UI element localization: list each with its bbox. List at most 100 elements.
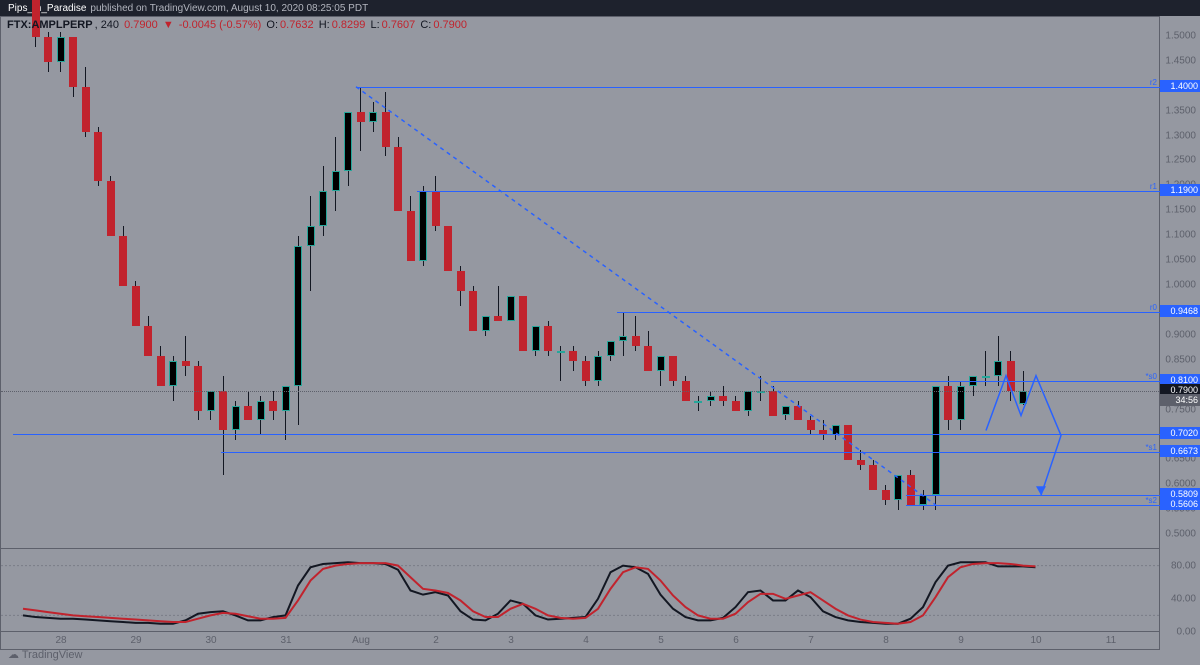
level-tag: r1 [1150, 182, 1157, 191]
indicator-tick: 40.00 [1171, 593, 1196, 604]
candle-body [482, 316, 490, 331]
price-tick: 1.0500 [1165, 255, 1196, 266]
candle-body [532, 326, 540, 351]
candle-body [244, 406, 252, 421]
price-tick: 1.5000 [1165, 30, 1196, 41]
candle-wick [698, 396, 699, 411]
candle-body [707, 396, 715, 401]
candle-body [382, 112, 390, 147]
candle-body [869, 465, 877, 490]
time-tick: 6 [733, 635, 739, 646]
ohlc-h: 0.8299 [332, 19, 366, 31]
price-level-line[interactable]: *s2 [906, 505, 1161, 506]
price-level-line[interactable]: *s1 [221, 452, 1161, 453]
down-arrow-icon: ▼ [163, 19, 174, 31]
candle-body [582, 361, 590, 381]
candle-body [844, 425, 852, 460]
candle-body [407, 211, 415, 261]
indicator-tick: 0.00 [1177, 627, 1196, 638]
candle-body [632, 336, 640, 346]
time-tick: Aug [352, 635, 370, 646]
candle-body [882, 490, 890, 500]
time-tick: 8 [883, 635, 889, 646]
main-chart[interactable]: FTX:AMPLPERP, 240 0.7900 ▼ -0.0045 (-0.5… [0, 16, 1160, 549]
candle-body [144, 326, 152, 356]
time-tick: 10 [1030, 635, 1041, 646]
candle-body [719, 396, 727, 401]
candle-body [432, 191, 440, 226]
price-tick: 0.7500 [1165, 404, 1196, 415]
time-tick: 7 [808, 635, 814, 646]
time-tick: 9 [958, 635, 964, 646]
price-level-line[interactable]: r0 [617, 312, 1161, 313]
time-tick: 5 [658, 635, 664, 646]
symbol-change: -0.0045 (-0.57%) [179, 19, 262, 31]
level-tag: *s2 [1145, 496, 1157, 505]
candle-body [994, 361, 1002, 376]
candle-body [269, 401, 277, 411]
ohlc-l-label: L: [370, 19, 379, 31]
candle-body [232, 406, 240, 431]
price-level-line[interactable]: r2 [356, 87, 1161, 88]
countdown-label: 34:56 [1160, 394, 1200, 406]
candle-body [494, 316, 502, 321]
price-level-label: 1.4000 [1160, 80, 1200, 92]
candle-body [794, 406, 802, 421]
publish-details: published on TradingView.com, August 10,… [90, 3, 368, 14]
indicator-axis: 0.0040.0080.00 [1160, 549, 1200, 632]
candle-body [169, 361, 177, 386]
candle-body [69, 37, 77, 87]
symbol-full: FTX:AMPLPERP [7, 19, 93, 31]
candle-body [294, 246, 302, 385]
indicator-panel[interactable] [0, 549, 1160, 632]
price-level-label: 0.6673 [1160, 445, 1200, 457]
chart-container: FTX:AMPLPERP, 240 0.7900 ▼ -0.0045 (-0.5… [0, 16, 1200, 665]
candle-body [1019, 391, 1027, 404]
candle-body [257, 401, 265, 421]
candle-body [194, 366, 202, 411]
candle-body [807, 420, 815, 430]
candle-body [569, 351, 577, 361]
price-tick: 0.8500 [1165, 354, 1196, 365]
price-tick: 1.0000 [1165, 279, 1196, 290]
candle-body [507, 296, 515, 321]
time-tick: 3 [508, 635, 514, 646]
candle-body [694, 401, 702, 403]
author-name: Pips_In_Paradise [8, 3, 86, 14]
candle-body [419, 191, 427, 261]
price-level-label: 0.7020 [1160, 427, 1200, 439]
ohlc-l: 0.7607 [382, 19, 416, 31]
candle-body [44, 37, 52, 62]
cloud-icon: ☁ [8, 649, 19, 661]
indicator-plot [1, 549, 1161, 632]
candle-body [307, 226, 315, 246]
price-tick: 1.2500 [1165, 155, 1196, 166]
candle-body [732, 401, 740, 411]
candle-body [357, 112, 365, 122]
candle-body [607, 341, 615, 356]
time-tick: 31 [280, 635, 291, 646]
candle-wick [623, 312, 624, 355]
ohlc-c: 0.7900 [433, 19, 467, 31]
candle-body [519, 296, 527, 351]
candle-body [457, 271, 465, 291]
candle-body [394, 147, 402, 212]
price-level-line[interactable] [906, 495, 1161, 496]
ohlc-o-label: O: [266, 19, 278, 31]
price-tick: 0.9000 [1165, 329, 1196, 340]
price-axis: 0.50000.55000.60000.65000.70000.75000.80… [1160, 16, 1200, 549]
candle-body [444, 226, 452, 271]
candle-body [594, 356, 602, 381]
candle-body [82, 87, 90, 132]
price-level-line[interactable] [13, 434, 1161, 435]
candle-body [282, 386, 290, 411]
candle-wick [760, 376, 761, 401]
candle-body [182, 361, 190, 366]
candle-body [107, 181, 115, 236]
candle-body [857, 460, 865, 465]
candle-body [744, 391, 752, 411]
price-level-line[interactable]: *s0 [771, 381, 1161, 382]
candle-body [319, 191, 327, 226]
price-level-line[interactable]: r1 [417, 191, 1161, 192]
time-tick: 30 [205, 635, 216, 646]
